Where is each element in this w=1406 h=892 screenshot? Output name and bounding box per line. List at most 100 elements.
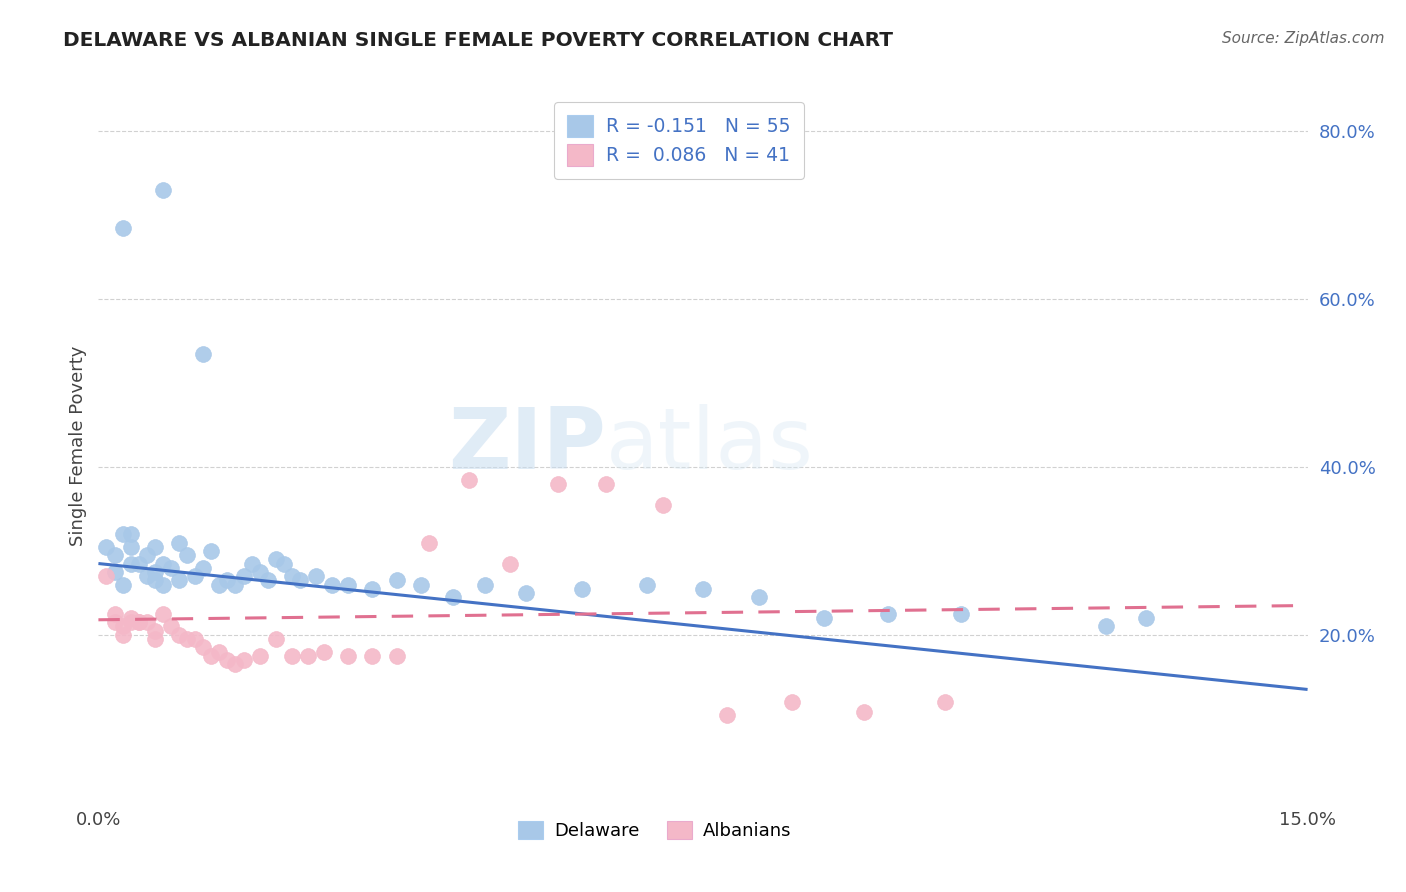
Point [103, 615, 125, 630]
Point [418, 535, 440, 549]
Point [143, 574, 166, 588]
Point [193, 560, 215, 574]
Point [120, 527, 142, 541]
Point [1135, 611, 1157, 625]
Point [232, 569, 254, 583]
Point [385, 648, 408, 663]
Text: DELAWARE VS ALBANIAN SINGLE FEMALE POVERTY CORRELATION CHART: DELAWARE VS ALBANIAN SINGLE FEMALE POVER… [63, 31, 893, 50]
Point [120, 557, 142, 571]
Point [288, 574, 311, 588]
Point [135, 548, 157, 562]
Point [217, 574, 239, 588]
Point [264, 552, 287, 566]
Text: Source: ZipAtlas.com: Source: ZipAtlas.com [1222, 31, 1385, 46]
Point [143, 624, 166, 638]
Point [160, 560, 183, 574]
Point [651, 498, 673, 512]
Point [314, 645, 336, 659]
Point [305, 569, 328, 583]
Point [184, 632, 207, 646]
Point [224, 657, 246, 672]
Point [217, 653, 239, 667]
Point [877, 607, 900, 621]
Point [128, 615, 150, 630]
Point [297, 648, 319, 663]
Point [103, 607, 125, 621]
Point [249, 648, 271, 663]
Point [103, 548, 125, 562]
Point [167, 535, 190, 549]
Point [200, 544, 222, 558]
Point [1095, 619, 1118, 633]
Point [240, 557, 263, 571]
Point [385, 574, 408, 588]
Point [152, 557, 174, 571]
Point [208, 577, 231, 591]
Point [692, 582, 714, 596]
Point [571, 582, 593, 596]
Point [120, 611, 142, 625]
Point [200, 648, 222, 663]
Point [498, 557, 520, 571]
Point [143, 540, 166, 554]
Point [111, 628, 134, 642]
Point [96, 540, 118, 554]
Point [361, 648, 384, 663]
Point [249, 565, 271, 579]
Point [167, 628, 190, 642]
Point [111, 220, 134, 235]
Point [441, 590, 464, 604]
Point [748, 590, 770, 604]
Point [111, 577, 134, 591]
Point [143, 632, 166, 646]
Legend: Delaware, Albanians: Delaware, Albanians [510, 814, 799, 847]
Point [780, 695, 803, 709]
Y-axis label: Single Female Poverty: Single Female Poverty [69, 346, 87, 546]
Point [128, 615, 150, 630]
Point [111, 619, 134, 633]
Point [152, 183, 174, 197]
Point [515, 586, 537, 600]
Point [160, 619, 183, 633]
Point [281, 569, 304, 583]
Point [474, 577, 496, 591]
Point [143, 565, 166, 579]
Point [949, 607, 972, 621]
Point [184, 569, 207, 583]
Point [152, 607, 174, 621]
Point [337, 577, 360, 591]
Point [716, 707, 738, 722]
Point [135, 569, 157, 583]
Point [176, 548, 198, 562]
Point [167, 574, 190, 588]
Point [176, 632, 198, 646]
Point [120, 615, 142, 630]
Point [128, 557, 150, 571]
Point [120, 540, 142, 554]
Point [337, 648, 360, 663]
Point [636, 577, 658, 591]
Point [152, 577, 174, 591]
Point [547, 476, 569, 491]
Point [934, 695, 956, 709]
Point [208, 645, 231, 659]
Point [256, 574, 278, 588]
Point [193, 346, 215, 360]
Point [264, 632, 287, 646]
Point [361, 582, 384, 596]
Point [595, 476, 617, 491]
Point [232, 653, 254, 667]
Point [281, 648, 304, 663]
Text: atlas: atlas [606, 404, 814, 488]
Point [813, 611, 835, 625]
Point [853, 705, 876, 719]
Point [273, 557, 295, 571]
Point [111, 527, 134, 541]
Point [103, 565, 125, 579]
Point [409, 577, 432, 591]
Point [135, 615, 157, 630]
Text: ZIP: ZIP [449, 404, 606, 488]
Point [193, 640, 215, 655]
Point [96, 569, 118, 583]
Point [321, 577, 343, 591]
